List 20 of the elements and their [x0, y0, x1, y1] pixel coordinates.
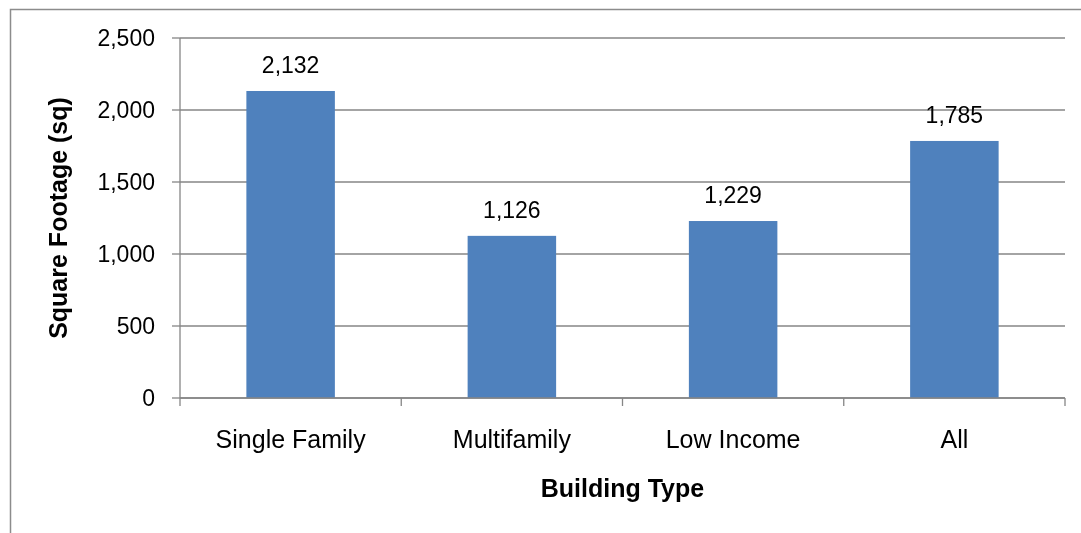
y-tick-label: 0	[142, 385, 155, 412]
y-tick-label: 2,500	[97, 25, 155, 52]
x-axis-title: Building Type	[540, 474, 705, 502]
bar	[467, 235, 557, 398]
bar	[246, 90, 335, 398]
x-tick-label: Single Family	[215, 425, 367, 453]
data-label: 1,229	[704, 182, 762, 209]
y-axis-title: Square Footage (sq)	[44, 97, 72, 339]
y-tick-label: 500	[116, 313, 155, 340]
y-tick-label: 2,000	[97, 97, 155, 124]
data-label: 2,132	[261, 51, 320, 78]
data-label: 1,785	[925, 101, 984, 128]
x-tick-label: All	[940, 425, 969, 453]
y-tick-label: 1,000	[97, 241, 155, 268]
x-tick-label: Multifamily	[452, 425, 572, 453]
x-tick-label: Low Income	[665, 425, 801, 453]
data-label: 1,126	[483, 196, 541, 223]
y-tick-label: 1,500	[97, 169, 155, 196]
bar	[910, 140, 999, 398]
bar	[688, 221, 778, 398]
